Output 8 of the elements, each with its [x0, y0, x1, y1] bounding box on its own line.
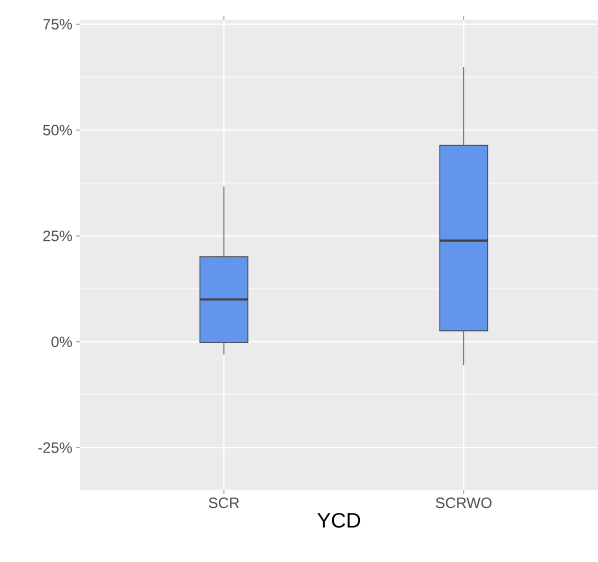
- y-tick-label: 25%: [43, 230, 72, 242]
- x-axis-title: YCD: [317, 512, 360, 528]
- y-tick-label: 50%: [43, 124, 72, 136]
- y-tick-label: -25%: [38, 442, 72, 453]
- y-tick-label: 75%: [43, 18, 72, 30]
- x-tick-label: SCR: [208, 498, 239, 508]
- x-tick-label: SCRWO: [436, 498, 492, 508]
- y-tick-label: 0%: [51, 336, 72, 348]
